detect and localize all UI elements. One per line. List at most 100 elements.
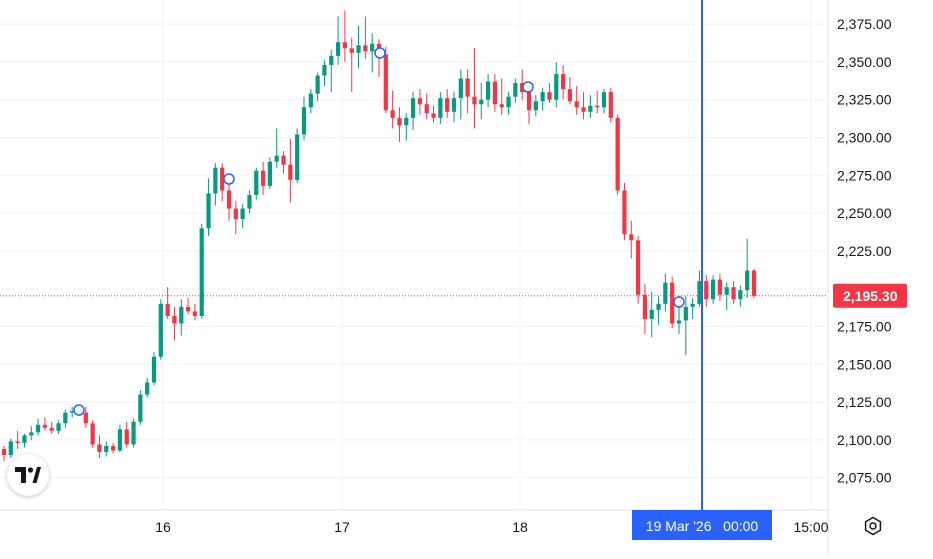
candle-body: [697, 281, 702, 304]
y-tick-label: 2,175.00: [837, 319, 892, 335]
candle: [540, 87, 545, 111]
candle-body: [751, 270, 757, 296]
candle: [547, 83, 552, 103]
time-axis[interactable]: 16 17 18 15:00: [155, 519, 829, 535]
candle-body: [110, 445, 116, 451]
candle-body: [370, 43, 375, 52]
candle-body: [499, 104, 504, 108]
candle: [445, 89, 450, 118]
y-tick-label: 2,225.00: [837, 243, 892, 259]
event-marker-icon[interactable]: [73, 404, 85, 416]
candle: [254, 167, 259, 200]
price-axis[interactable]: 2,375.00 2,350.00 2,325.00 2,300.00 2,275.00…: [837, 16, 892, 486]
candle-body: [63, 412, 68, 424]
candle-body: [15, 441, 20, 443]
candle-body: [717, 279, 723, 295]
candle: [70, 406, 75, 418]
candle: [247, 190, 252, 214]
last-price-label: 2,195.30: [833, 283, 907, 308]
candle: [8, 438, 13, 459]
candle: [574, 86, 579, 115]
candle-body: [179, 306, 184, 324]
candle-body: [138, 394, 143, 422]
candle: [301, 96, 307, 141]
tradingview-logo-icon[interactable]: [7, 454, 49, 496]
candle-body: [295, 134, 300, 180]
candle-body: [445, 98, 450, 112]
candle: [179, 299, 184, 336]
candle-body: [8, 441, 13, 456]
candle: [295, 128, 300, 183]
event-marker-icon[interactable]: [374, 47, 386, 59]
candle: [731, 281, 736, 304]
event-marker-icon[interactable]: [522, 81, 534, 93]
candle: [697, 270, 702, 307]
candle-body: [363, 45, 368, 52]
svg-text:19 Mar '26 00:00: 19 Mar '26 00:00: [646, 518, 759, 534]
candle: [172, 306, 177, 341]
candle-body: [663, 282, 668, 304]
candle: [397, 107, 402, 143]
candle: [499, 78, 504, 115]
candle: [656, 296, 661, 325]
gear-icon[interactable]: [862, 515, 884, 537]
candle-body: [117, 429, 123, 451]
candle-body: [220, 167, 225, 191]
candle-body: [595, 105, 600, 108]
candle: [370, 33, 375, 73]
candle-body: [329, 55, 334, 65]
svg-text:2,195.30: 2,195.30: [843, 288, 898, 304]
candle-body: [615, 117, 620, 191]
candle: [717, 273, 723, 301]
candle-body: [308, 93, 313, 108]
candle: [506, 92, 511, 115]
candle-body: [349, 48, 354, 53]
candle-body: [431, 113, 436, 118]
candle-body: [397, 117, 402, 126]
candle-body: [158, 303, 163, 357]
candle: [567, 77, 573, 105]
candle-body: [465, 78, 470, 97]
candle-body: [240, 208, 245, 220]
candle: [663, 273, 668, 312]
candle-body: [629, 234, 634, 241]
candle-body: [42, 424, 48, 428]
candle: [185, 297, 191, 315]
candle-body: [247, 194, 252, 209]
candle: [342, 10, 348, 62]
candle-body: [458, 78, 463, 99]
candle-body: [383, 54, 388, 111]
candle-body: [738, 290, 743, 300]
candle-body: [724, 287, 729, 295]
candle: [601, 89, 607, 114]
candle: [110, 442, 116, 454]
candle-body: [274, 155, 279, 162]
candle: [15, 430, 20, 449]
candle: [329, 49, 334, 93]
candle-body: [70, 411, 75, 413]
candle-body: [83, 412, 88, 424]
candle-body: [438, 98, 443, 118]
candle: [629, 220, 634, 259]
candle: [683, 296, 688, 356]
candle: [533, 95, 538, 117]
candle-body: [704, 281, 709, 300]
overlays: 2,195.30 19 Mar '26 00:00: [0, 0, 907, 540]
candle: [710, 275, 716, 304]
candle-body: [588, 105, 593, 112]
candle-body: [97, 444, 102, 452]
candle-body: [731, 287, 736, 300]
candle: [410, 92, 416, 130]
candle: [56, 420, 61, 434]
event-marker-icon[interactable]: [673, 296, 685, 308]
candle-body: [676, 320, 682, 324]
candle-body: [670, 282, 675, 324]
candle: [165, 287, 170, 319]
candle: [192, 303, 198, 321]
event-marker-icon[interactable]: [223, 173, 235, 185]
candle: [124, 421, 129, 448]
candle: [104, 441, 109, 457]
candle-body: [601, 92, 607, 108]
